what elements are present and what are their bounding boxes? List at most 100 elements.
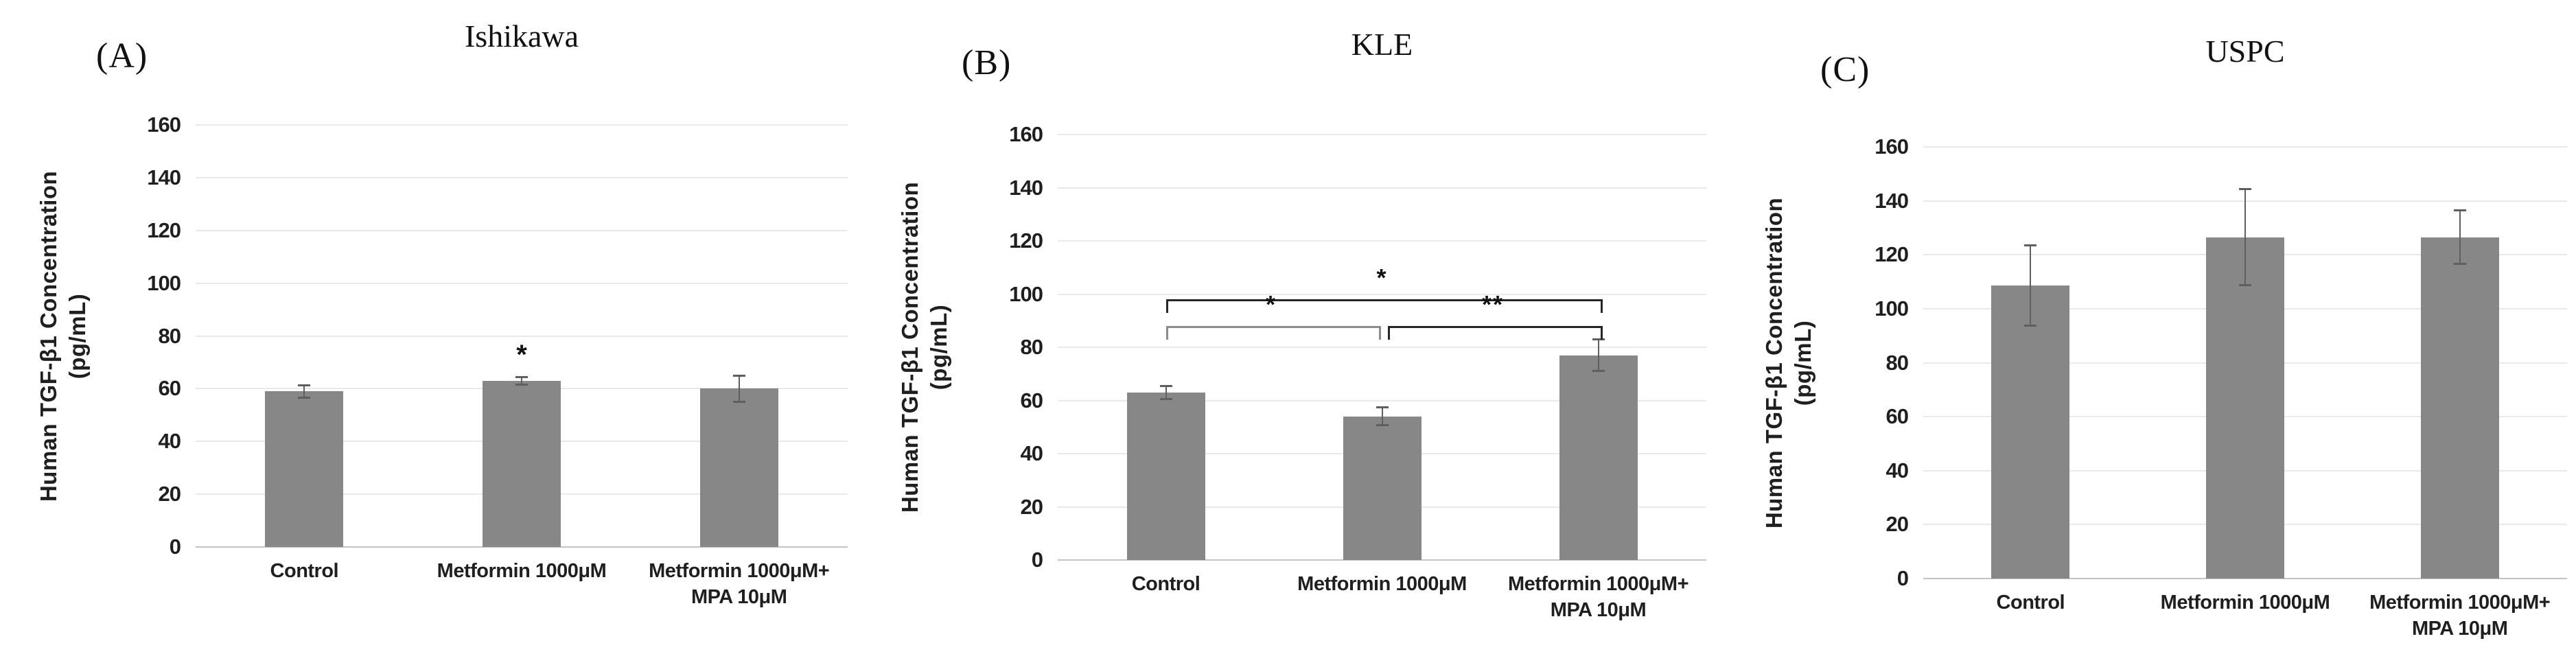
error-bar-cap-top — [515, 376, 528, 379]
x-category-label: Metformin 1000μM+ MPA 10μM — [2333, 590, 2576, 642]
error-bar-cap-bottom — [2024, 325, 2037, 327]
bar — [2420, 237, 2499, 579]
bracket-label: * — [1376, 264, 1388, 292]
x-category-label: Control — [177, 558, 431, 584]
x-category-label: Control — [1903, 590, 2157, 616]
x-category-label-line: Metformin 1000μM — [2160, 592, 2330, 614]
x-category-label-line: Metformin 1000μM+ — [2369, 592, 2551, 614]
error-bar-cap-bottom — [1159, 397, 1172, 400]
y-tick-label: 140 — [147, 165, 181, 189]
x-category-label-line: Control — [1996, 592, 2065, 614]
chart-panel-uspc: (C) USPC Human TGF-β1 Concentration (pg/mL)… — [1717, 0, 2576, 665]
bar — [1991, 285, 2070, 579]
axis-baseline — [196, 546, 848, 548]
bar — [1343, 416, 1422, 560]
error-bar-cap-bottom — [1592, 369, 1605, 372]
x-category-label-line: Metformin 1000μM — [1297, 573, 1467, 595]
y-axis-title: Human TGF-β1 Concentration (pg/mL) — [1760, 197, 1818, 528]
bar — [1559, 355, 1638, 560]
gridline — [196, 229, 848, 231]
x-category-label: Metformin 1000μM+ MPA 10μM — [612, 558, 866, 610]
y-axis-title-line1: Human TGF-β1 Concentration — [36, 170, 61, 502]
error-bar — [1597, 339, 1599, 371]
x-category-label: Metformin 1000μM — [1255, 571, 1509, 597]
error-bar — [521, 377, 522, 385]
y-tick-label: 80 — [1885, 350, 1909, 375]
x-category-label-line: Control — [270, 560, 339, 582]
x-category-label-line: Metformin 1000μM+ — [649, 560, 830, 582]
y-axis-title-line2: (pg/mL) — [926, 304, 951, 390]
error-bar — [1165, 386, 1167, 399]
y-axis-title-line1: Human TGF-β1 Concentration — [1761, 197, 1787, 528]
y-tick-label: 80 — [1020, 335, 1043, 359]
x-category-label-line: Metformin 1000μM+ — [1507, 573, 1689, 595]
y-tick-label: 0 — [1031, 548, 1043, 572]
error-bar-cap-top — [732, 375, 745, 377]
bar — [699, 388, 778, 547]
gridline — [196, 282, 848, 284]
x-category-label-line: MPA 10μM — [1550, 599, 1647, 621]
y-tick-label: 0 — [1896, 566, 1909, 590]
y-axis-title: Human TGF-β1 Concentration (pg/mL) — [34, 170, 92, 501]
y-tick-label: 40 — [1885, 458, 1909, 482]
y-tick-label: 160 — [1009, 122, 1043, 146]
x-category-label: Metformin 1000μM+ MPA 10μM — [1472, 571, 1726, 623]
error-bar — [738, 375, 740, 402]
error-bar — [303, 384, 305, 398]
error-bar-cap-top — [2239, 187, 2251, 190]
y-tick-label: 20 — [1885, 512, 1909, 537]
y-tick-label: 120 — [1009, 229, 1043, 253]
y-tick-label: 40 — [158, 429, 181, 454]
y-tick-label: 100 — [1875, 296, 1909, 320]
x-category-label-line: Metformin 1000μM — [437, 560, 607, 582]
x-category-label-line: MPA 10μM — [2411, 618, 2508, 640]
y-tick-label: 60 — [1885, 404, 1909, 429]
y-tick-label: 80 — [158, 323, 181, 348]
error-bar-cap-bottom — [298, 396, 311, 399]
x-category-label-line: MPA 10μM — [691, 586, 787, 608]
chart-panel-ishikawa: (A) Ishikawa Human TGF-β1 Concentration (pg… — [0, 0, 859, 665]
gridline — [1058, 187, 1706, 189]
y-tick-label: 140 — [1875, 188, 1909, 213]
bracket-label: ** — [1481, 290, 1505, 318]
error-bar-cap-top — [1159, 385, 1172, 388]
error-bar-cap-top — [2453, 209, 2466, 212]
error-bar-cap-bottom — [2239, 284, 2251, 287]
panel-letter-label: (C) — [1820, 50, 1870, 89]
y-tick-label: 160 — [1875, 135, 1909, 159]
gridline — [1058, 240, 1706, 242]
chart-title: KLE — [1351, 27, 1413, 62]
bar — [2206, 237, 2284, 579]
y-tick-label: 20 — [1020, 494, 1043, 519]
bracket-label: * — [1265, 290, 1277, 318]
x-category-label-line: Control — [1131, 573, 1200, 595]
y-tick-label: 60 — [1020, 388, 1043, 412]
panel-letter-label: (A) — [96, 36, 148, 75]
error-bar-cap-bottom — [732, 400, 745, 403]
axis-baseline — [1923, 578, 2567, 579]
gridline — [1058, 347, 1706, 348]
bar — [265, 391, 344, 547]
y-axis-title: Human TGF-β1 Concentration (pg/mL) — [896, 182, 953, 513]
error-bar-cap-bottom — [2453, 263, 2466, 265]
chart-panel-kle: (B) KLE Human TGF-β1 Concentration (pg/mL) 1… — [859, 0, 1717, 665]
x-category-label: Metformin 1000μM — [2118, 590, 2372, 616]
y-tick-label: 100 — [147, 270, 181, 295]
error-bar — [2244, 188, 2246, 286]
y-tick-label: 120 — [1875, 242, 1909, 267]
gridline — [1058, 134, 1706, 135]
y-tick-label: 100 — [1009, 281, 1043, 306]
error-bar-cap-top — [1376, 406, 1389, 409]
y-tick-label: 120 — [147, 218, 181, 242]
significance-bracket — [1165, 326, 1381, 340]
error-bar — [2030, 245, 2032, 327]
error-bar-cap-bottom — [1376, 424, 1389, 427]
error-bar — [2459, 210, 2461, 264]
x-category-label: Control — [1039, 571, 1293, 597]
y-tick-label: 140 — [1009, 175, 1043, 200]
gridline — [1058, 399, 1706, 401]
y-tick-label: 60 — [158, 376, 181, 401]
significance-star: * — [516, 339, 527, 370]
significance-bracket — [1165, 299, 1603, 314]
